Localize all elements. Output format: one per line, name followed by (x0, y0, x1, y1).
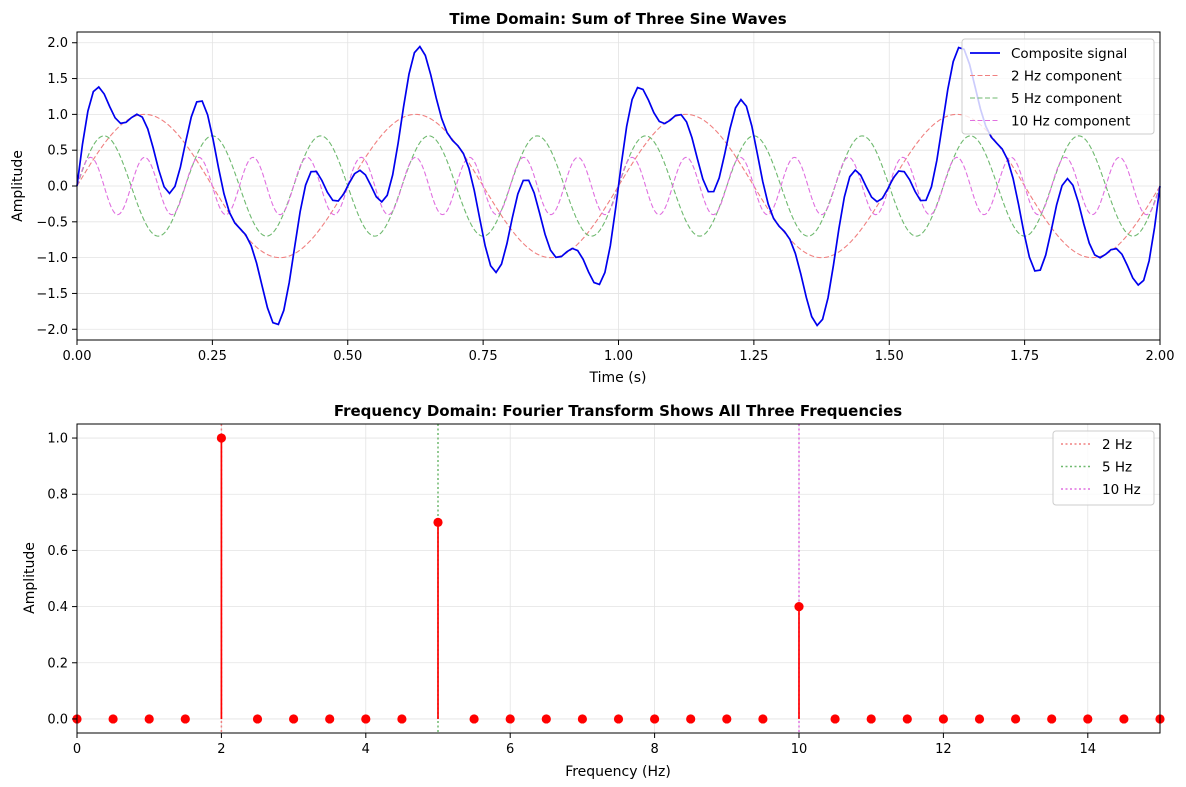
time-x-tick-label: 0.50 (333, 349, 362, 364)
freq-stem-marker (830, 714, 840, 724)
time-x-tick-label: 1.50 (875, 349, 904, 364)
time-ticks: 0.00 0.25 0.50 0.75 1.00 1.25 1.50 1.75 2.00 −2.0… (36, 36, 1174, 364)
time-x-tick-label: 0.00 (63, 349, 92, 364)
freq-x-tick-label: 2 (217, 742, 225, 757)
freq-y-tick-label: 0.6 (47, 544, 68, 559)
freq-x-tick-label: 10 (791, 742, 808, 757)
freq-stem-marker (252, 714, 263, 724)
freq-stem-marker (433, 517, 443, 527)
freq-stem-marker (1011, 714, 1021, 724)
freq-x-tick-label: 4 (362, 742, 370, 757)
freq-x-tick-label: 6 (506, 742, 514, 757)
freq-stem-marker (1047, 714, 1057, 724)
freq-stem-marker (686, 714, 696, 724)
time-legend-box (961, 38, 1155, 135)
freq-stems (72, 433, 1165, 724)
time-y-tick-label: −1.5 (36, 287, 68, 302)
freq-legend-entry: 5 Hz (1102, 460, 1132, 476)
time-y-tick-label: −2.0 (36, 323, 68, 338)
freq-stem-marker (325, 714, 335, 724)
time-legend-entry: 5 Hz component (1011, 91, 1122, 107)
freq-legend-entry: 2 Hz (1102, 437, 1132, 453)
time-legend: Composite signal 2 Hz component 5 Hz compo… (961, 38, 1155, 135)
freq-stem-marker (1119, 714, 1129, 724)
freq-stem-marker (180, 714, 190, 724)
freq-stem-marker (1083, 714, 1093, 724)
freq-stem-marker (289, 714, 299, 724)
freq-stem-marker (361, 714, 371, 724)
freq-stem-marker (722, 714, 732, 724)
freq-plot-frame (76, 423, 1161, 734)
time-domain-chart: Time Domain: Sum of Three Sine Waves 0.0… (10, 10, 1174, 386)
time-y-tick-label: −1.0 (36, 251, 68, 266)
freq-stem-marker (902, 714, 912, 724)
time-series-line (76, 135, 1161, 237)
freq-stem-marker (216, 433, 226, 443)
freq-stem-marker (758, 714, 768, 724)
freq-stem-marker (397, 714, 407, 724)
freq-legend: 2 Hz 5 Hz 10 Hz (1052, 430, 1155, 506)
freq-y-tick-label: 0.2 (47, 656, 68, 671)
time-x-tick-label: 2.00 (1146, 349, 1175, 364)
freq-legend-entry: 10 Hz (1102, 482, 1141, 498)
freq-x-tick-label: 14 (1080, 742, 1097, 757)
freq-stem-marker (974, 714, 985, 724)
time-x-tick-label: 1.75 (1010, 349, 1039, 364)
freq-stem-marker (505, 714, 515, 724)
freq-y-tick-label: 0.0 (47, 712, 68, 727)
freq-y-tick-label: 0.4 (47, 600, 68, 615)
freq-grid (76, 424, 1160, 733)
freq-stem-marker (541, 714, 551, 724)
freq-chart-title: Frequency Domain: Fourier Transform Show… (334, 402, 902, 420)
freq-y-axis-label: Amplitude (22, 542, 38, 614)
freq-x-axis-label: Frequency (Hz) (565, 764, 671, 780)
freq-stem-marker (613, 714, 624, 724)
freq-x-tick-label: 8 (650, 742, 658, 757)
freq-x-tick-label: 0 (73, 742, 81, 757)
freq-stem-marker (577, 714, 588, 724)
freq-ticks: 0 2 4 6 8 10 12 14 0.0 0.2 0.4 0.6 0.8 1.0 (47, 432, 1096, 757)
time-y-tick-label: 1.5 (47, 72, 68, 87)
frequency-domain-chart: Frequency Domain: Fourier Transform Show… (22, 402, 1165, 780)
time-x-tick-label: 1.25 (739, 349, 768, 364)
freq-stem-marker (650, 714, 660, 724)
freq-stem-marker (144, 714, 154, 724)
time-chart-title: Time Domain: Sum of Three Sine Waves (449, 10, 786, 28)
time-y-axis-label: Amplitude (10, 150, 26, 222)
time-y-tick-label: 1.0 (47, 108, 68, 123)
freq-legend-box (1052, 430, 1155, 506)
freq-y-tick-label: 0.8 (47, 488, 68, 503)
time-series-line (76, 156, 1161, 216)
time-y-tick-label: 2.0 (47, 36, 68, 51)
time-x-tick-label: 1.00 (604, 349, 633, 364)
time-y-tick-label: −0.5 (36, 215, 68, 230)
freq-stem-marker (866, 714, 876, 724)
time-x-axis-label: Time (s) (589, 370, 647, 386)
freq-stem-marker (938, 714, 949, 724)
time-x-tick-label: 0.75 (469, 349, 498, 364)
freq-stem-marker (794, 601, 804, 612)
time-y-tick-label: 0.5 (47, 144, 68, 159)
time-y-tick-label: 0.0 (47, 180, 68, 195)
freq-x-tick-label: 12 (935, 742, 952, 757)
freq-stem-marker (108, 714, 118, 724)
freq-stem-marker (469, 714, 479, 724)
time-legend-entry: 10 Hz component (1011, 114, 1130, 130)
time-legend-entry: Composite signal (1011, 46, 1127, 62)
time-x-tick-label: 0.25 (198, 349, 227, 364)
freq-y-tick-label: 1.0 (47, 432, 68, 447)
time-legend-entry: 2 Hz component (1011, 69, 1122, 85)
